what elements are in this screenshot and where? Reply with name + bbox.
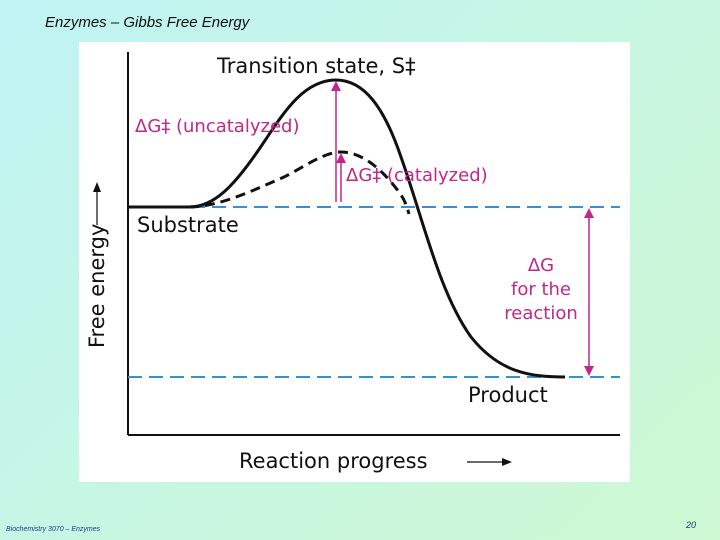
transition-state-label: Transition state, S‡ xyxy=(216,54,416,78)
page-number: 20 xyxy=(686,520,697,530)
delta-g-label-line2: for the xyxy=(511,279,571,300)
delta-g-label-line3: reaction xyxy=(504,303,578,324)
footer-course: Biochemistry 3070 – Enzymes xyxy=(6,526,101,533)
uncatalyzed-label: ΔG‡ (uncatalyzed) xyxy=(135,116,299,137)
energy-diagram-svg: Transition state, S‡ ΔG‡ (uncatalyzed) Δ… xyxy=(85,52,620,473)
product-label: Product xyxy=(468,383,548,407)
x-axis-label: Reaction progress xyxy=(239,449,428,473)
slide-title: Enzymes – Gibbs Free Energy xyxy=(45,14,250,31)
delta-g-label-line1: ΔG xyxy=(528,255,554,276)
y-axis-label: Free energy xyxy=(85,224,109,348)
substrate-label: Substrate xyxy=(137,213,239,237)
uncatalyzed-curve xyxy=(128,78,566,379)
energy-diagram: Transition state, S‡ ΔG‡ (uncatalyzed) Δ… xyxy=(79,42,630,482)
catalyzed-curve xyxy=(188,150,411,215)
catalyzed-label: ΔG‡ (catalyzed) xyxy=(346,165,488,186)
